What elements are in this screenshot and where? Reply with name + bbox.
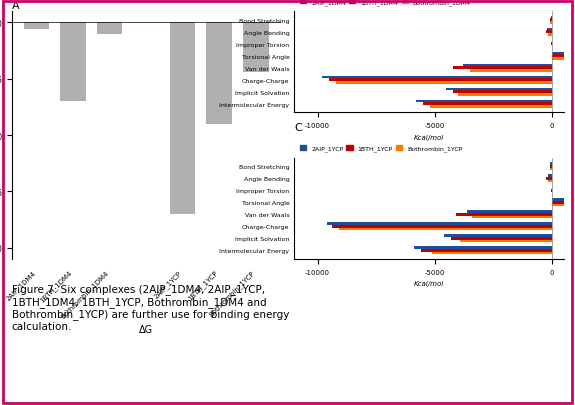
Bar	[472, 216, 552, 219]
Bar	[461, 240, 552, 243]
Bar	[547, 175, 552, 177]
Bar	[552, 199, 575, 201]
Bar	[24, 23, 49, 30]
Bar	[458, 94, 552, 96]
Bar	[467, 211, 552, 213]
Bar	[470, 70, 552, 72]
Bar	[423, 103, 552, 106]
Bar	[550, 19, 552, 22]
Bar	[463, 65, 552, 67]
Bar	[550, 163, 552, 166]
Bar	[339, 228, 552, 231]
Bar	[552, 58, 575, 60]
Bar	[60, 23, 86, 102]
Bar	[552, 55, 575, 58]
Bar	[552, 204, 575, 207]
Bar	[336, 82, 552, 85]
Bar	[327, 223, 552, 226]
Bar	[550, 22, 552, 25]
Bar	[451, 237, 552, 240]
Bar	[430, 106, 552, 109]
Bar	[432, 252, 552, 255]
X-axis label: Kcal/mol: Kcal/mol	[414, 134, 444, 140]
Bar	[97, 23, 122, 34]
Legend: 2AIP_1YCP, 1BTH_1YCP, Bothrombin_1YCP: 2AIP_1YCP, 1BTH_1YCP, Bothrombin_1YCP	[297, 143, 465, 155]
Bar	[413, 247, 552, 249]
Bar	[552, 53, 575, 55]
Bar	[456, 213, 552, 216]
Text: C: C	[294, 123, 302, 133]
Bar	[243, 23, 269, 73]
Bar	[454, 67, 552, 70]
Legend: 2AIP_1DM4, 1BTH_1DM4, Bothrombin_1DM4: 2AIP_1DM4, 1BTH_1DM4, Bothrombin_1DM4	[297, 0, 473, 9]
Bar	[548, 180, 552, 183]
Bar	[547, 29, 552, 31]
X-axis label: ΔG: ΔG	[139, 325, 153, 335]
Bar	[552, 201, 575, 204]
Bar	[546, 177, 552, 180]
Text: Figure 7: Six complexes (2AIP_1DM4, 2AIP_1YCP,
1BTH_1DM4, 1BTH_1YCP, Bothrombin_: Figure 7: Six complexes (2AIP_1DM4, 2AIP…	[12, 284, 289, 331]
Bar	[550, 168, 552, 171]
Bar	[551, 17, 552, 19]
Text: A: A	[12, 1, 19, 11]
Bar	[454, 91, 552, 94]
Bar	[332, 226, 552, 228]
Bar	[170, 23, 196, 214]
Bar	[416, 100, 552, 103]
Bar	[323, 77, 552, 79]
Bar	[206, 23, 232, 124]
Bar	[446, 89, 552, 91]
X-axis label: Kcal/mol: Kcal/mol	[414, 280, 444, 286]
Bar	[549, 34, 552, 36]
Bar	[329, 79, 552, 82]
Bar	[421, 249, 552, 252]
Bar	[550, 166, 552, 168]
Bar	[444, 235, 552, 237]
Bar	[546, 31, 552, 34]
